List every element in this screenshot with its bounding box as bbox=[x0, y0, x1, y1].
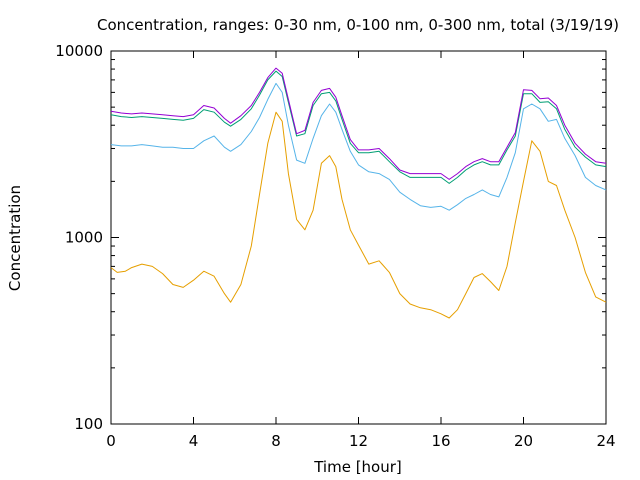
y-axis-label: Concentration bbox=[6, 185, 24, 291]
series-line-1 bbox=[110, 111, 607, 319]
series-line-3 bbox=[110, 70, 607, 184]
y-tick-label: 100 bbox=[74, 415, 103, 433]
y-tick-label: 1000 bbox=[65, 229, 103, 247]
chart-title: Concentration, ranges: 0-30 nm, 0-100 nm… bbox=[97, 16, 619, 34]
x-tick-label: 16 bbox=[431, 432, 450, 450]
x-tick-label: 12 bbox=[349, 432, 368, 450]
x-tick-label: 20 bbox=[514, 432, 533, 450]
x-axis-label: Time [hour] bbox=[313, 458, 402, 476]
x-tick-label: 8 bbox=[271, 432, 281, 450]
y-tick-label: 10000 bbox=[55, 42, 103, 60]
x-tick-label: 0 bbox=[106, 432, 116, 450]
plot-frame bbox=[110, 50, 607, 425]
series-line-4 bbox=[110, 67, 607, 180]
series-line-2 bbox=[110, 82, 607, 211]
y-axis: 100 1000 10000 bbox=[55, 42, 606, 433]
x-axis: 0 4 8 12 16 20 24 bbox=[106, 51, 616, 450]
x-tick-label: 4 bbox=[189, 432, 199, 450]
series-layer bbox=[110, 67, 607, 319]
x-tick-label: 24 bbox=[596, 432, 615, 450]
plot-border bbox=[110, 50, 607, 425]
